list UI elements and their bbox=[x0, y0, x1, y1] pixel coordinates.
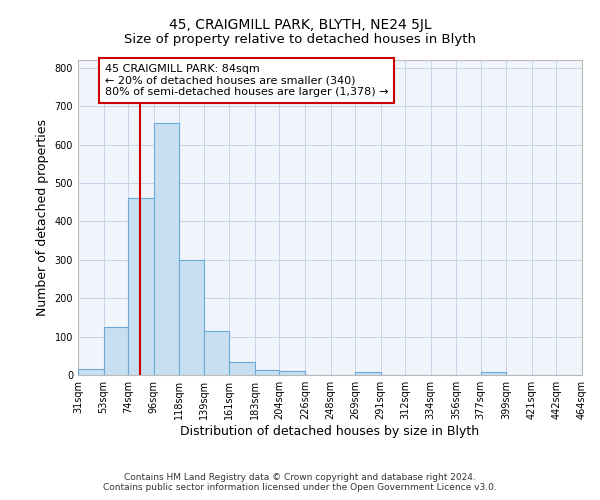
Bar bbox=[104, 327, 128, 375]
Bar bbox=[179, 260, 204, 375]
Y-axis label: Number of detached properties: Number of detached properties bbox=[36, 119, 49, 316]
Bar bbox=[128, 198, 154, 375]
Bar bbox=[229, 362, 255, 375]
Bar bbox=[280, 371, 305, 375]
Bar bbox=[78, 369, 104, 375]
Bar bbox=[204, 331, 229, 375]
Text: Contains HM Land Registry data © Crown copyright and database right 2024.
Contai: Contains HM Land Registry data © Crown c… bbox=[103, 473, 497, 492]
Bar bbox=[481, 372, 506, 375]
Bar bbox=[255, 370, 280, 375]
Bar bbox=[154, 124, 179, 375]
X-axis label: Distribution of detached houses by size in Blyth: Distribution of detached houses by size … bbox=[181, 425, 479, 438]
Text: 45 CRAIGMILL PARK: 84sqm
← 20% of detached houses are smaller (340)
80% of semi-: 45 CRAIGMILL PARK: 84sqm ← 20% of detach… bbox=[105, 64, 388, 97]
Bar bbox=[355, 372, 380, 375]
Text: Size of property relative to detached houses in Blyth: Size of property relative to detached ho… bbox=[124, 32, 476, 46]
Text: 45, CRAIGMILL PARK, BLYTH, NE24 5JL: 45, CRAIGMILL PARK, BLYTH, NE24 5JL bbox=[169, 18, 431, 32]
